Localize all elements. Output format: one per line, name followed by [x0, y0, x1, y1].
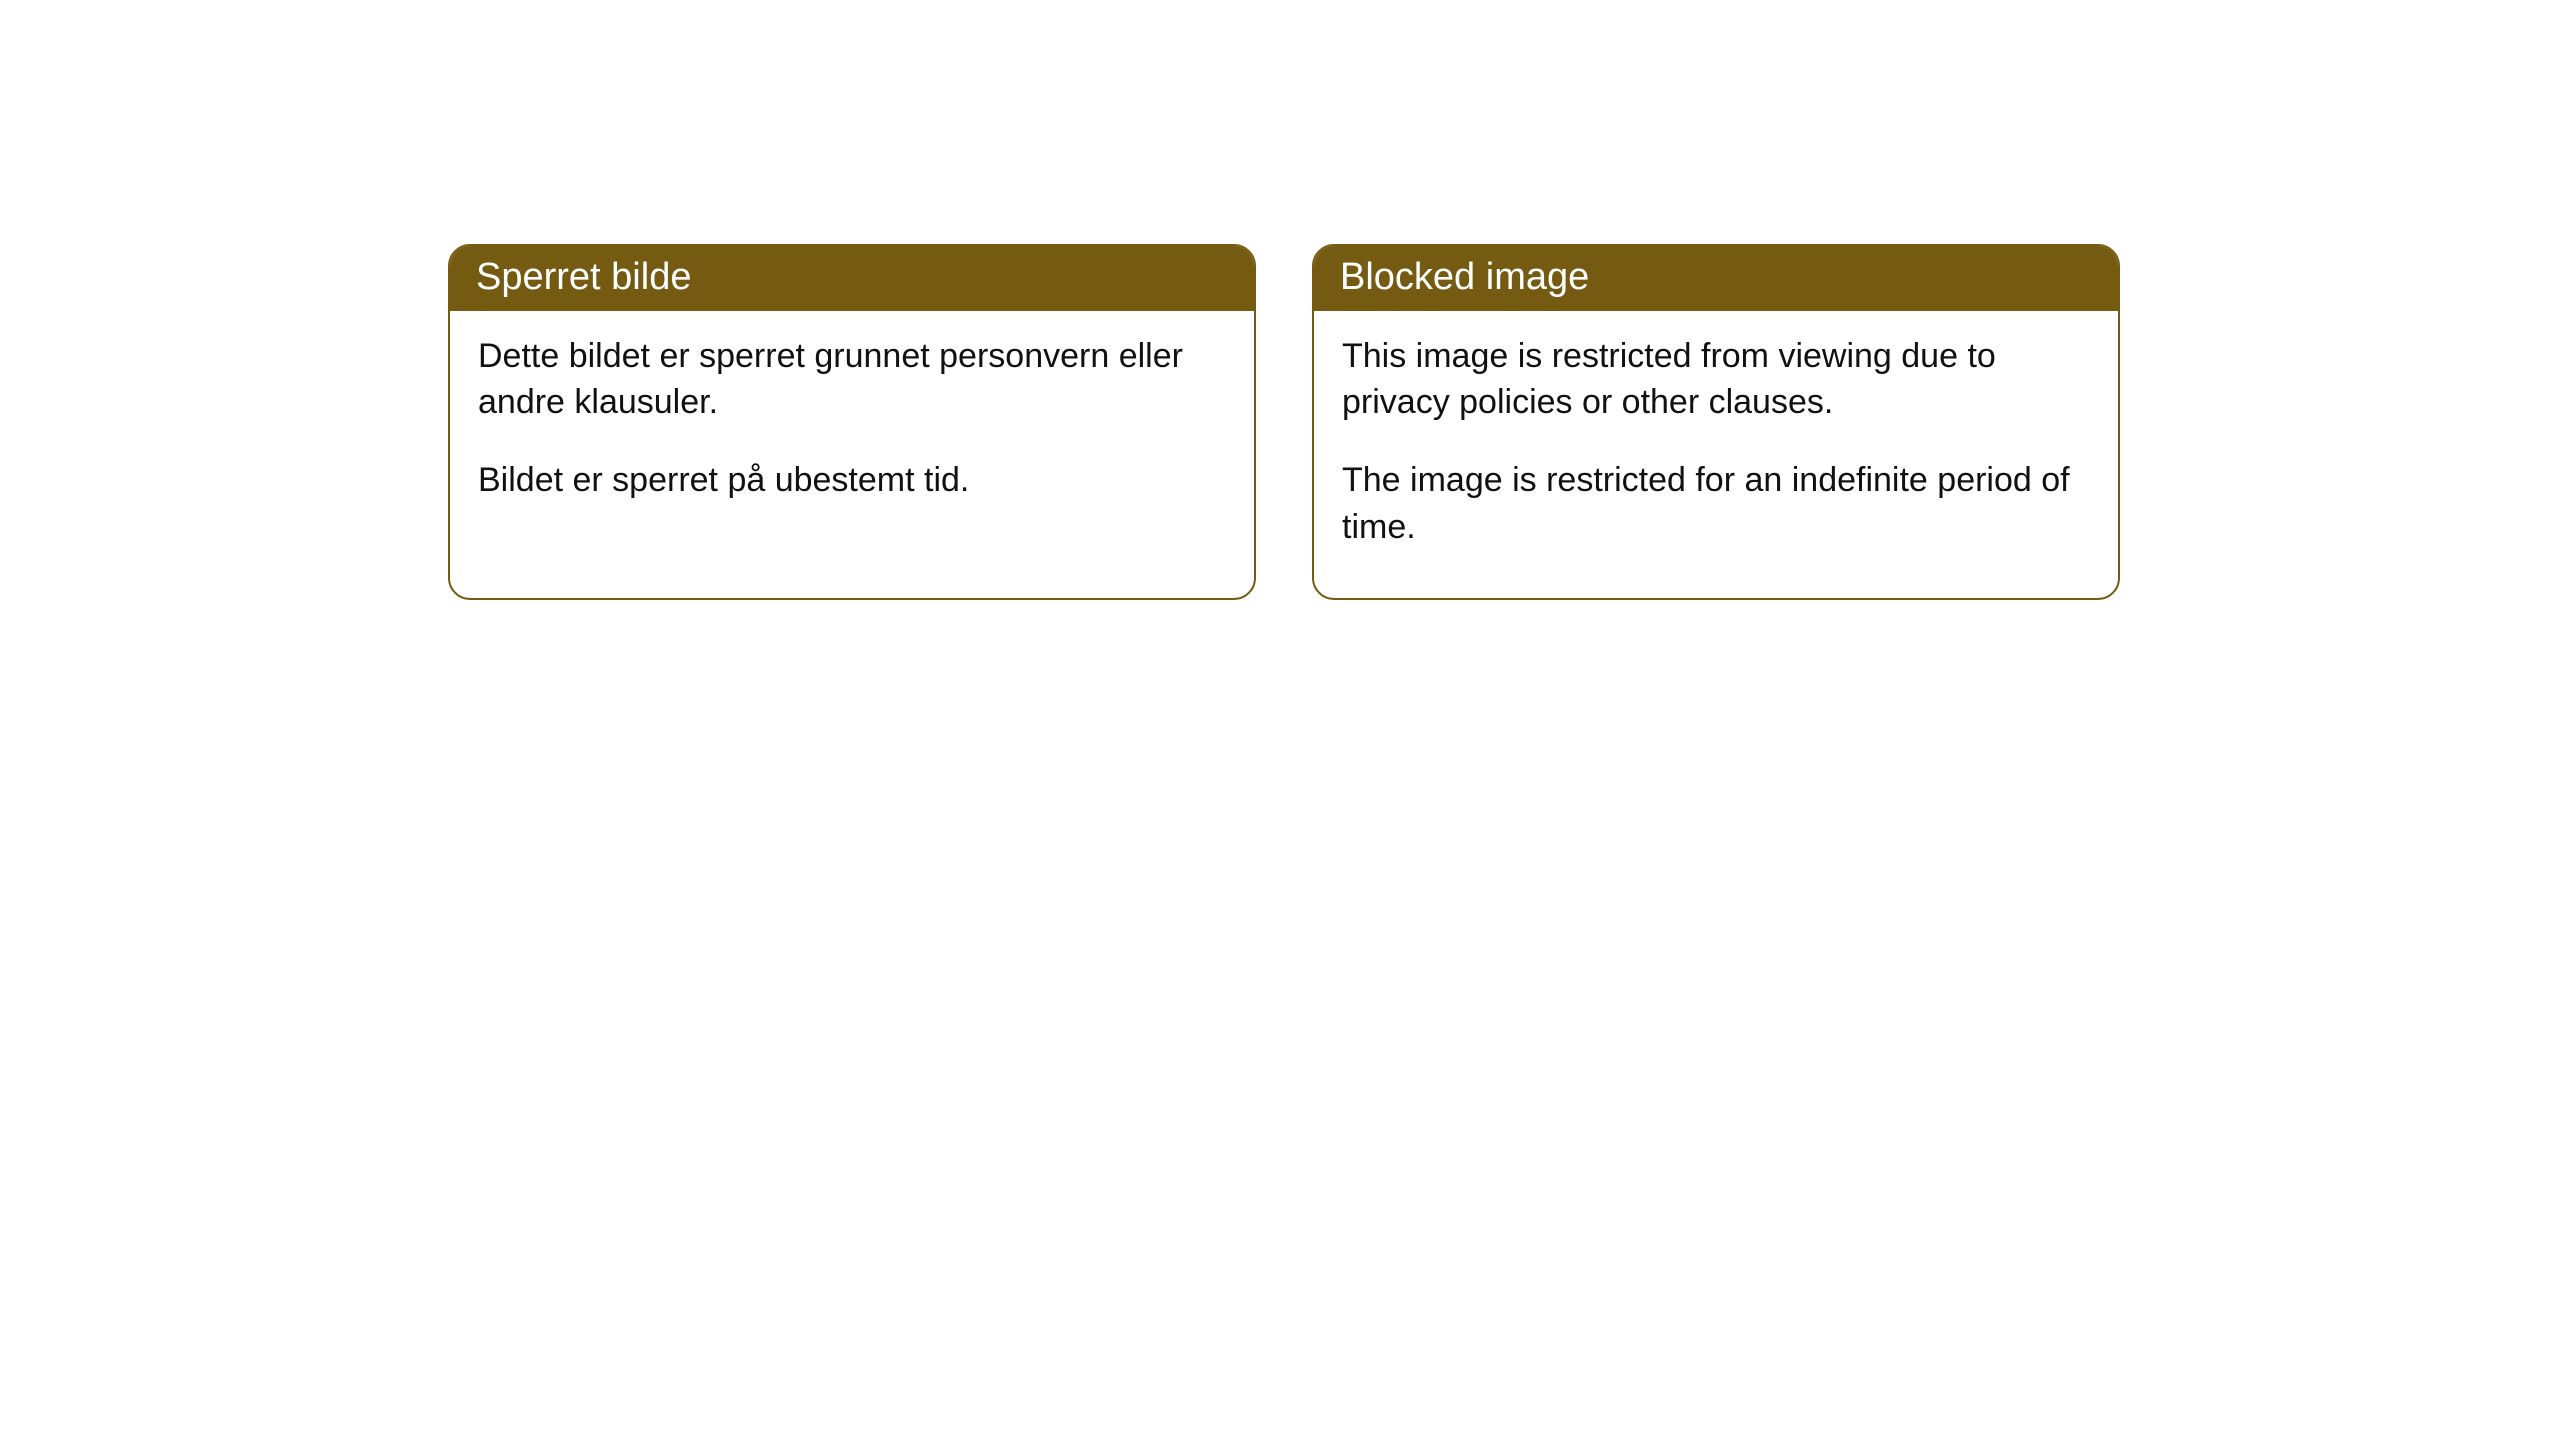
card-body-en: This image is restricted from viewing du…: [1314, 311, 2118, 598]
card-header-en: Blocked image: [1314, 246, 2118, 311]
card-header-no: Sperret bilde: [450, 246, 1254, 311]
blocked-image-card-no: Sperret bilde Dette bildet er sperret gr…: [448, 244, 1256, 600]
card-paragraph-2-en: The image is restricted for an indefinit…: [1342, 457, 2090, 549]
card-paragraph-1-no: Dette bildet er sperret grunnet personve…: [478, 333, 1226, 425]
blocked-image-card-en: Blocked image This image is restricted f…: [1312, 244, 2120, 600]
cards-container: Sperret bilde Dette bildet er sperret gr…: [0, 0, 2560, 600]
card-paragraph-2-no: Bildet er sperret på ubestemt tid.: [478, 457, 1226, 503]
card-body-no: Dette bildet er sperret grunnet personve…: [450, 311, 1254, 552]
card-paragraph-1-en: This image is restricted from viewing du…: [1342, 333, 2090, 425]
